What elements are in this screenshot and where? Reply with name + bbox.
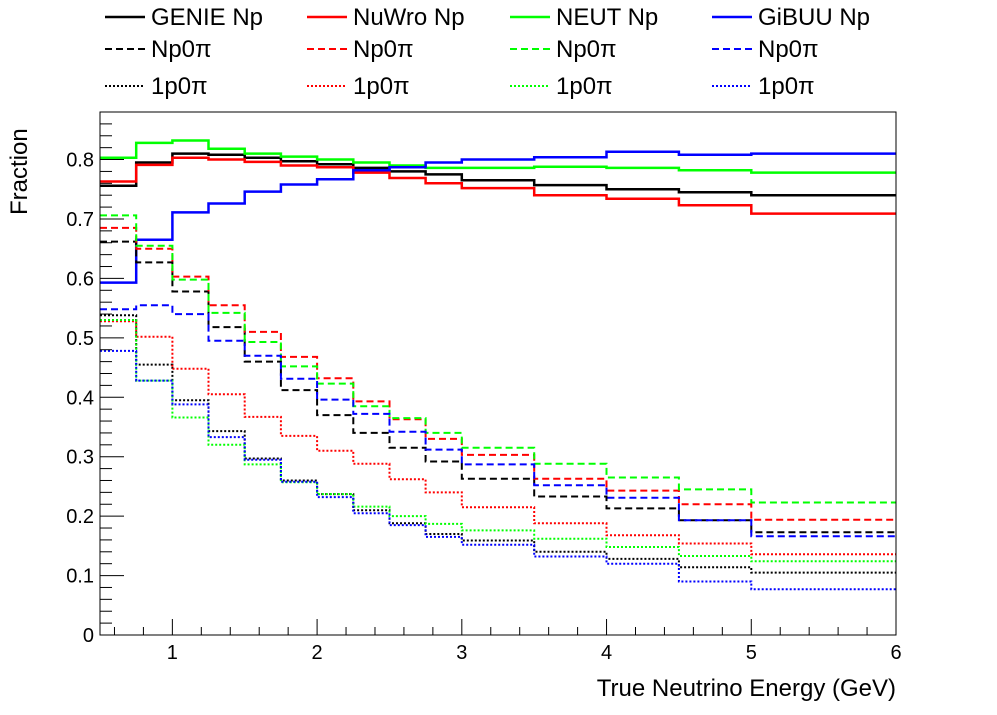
y-tick-label: 0 [83,625,94,647]
series-line-genie-np0--4 [100,240,896,534]
y-tick-label: 0.8 [66,150,94,172]
series-line-neut-np-2 [100,139,896,174]
legend-label: Np0π [556,36,617,63]
legend-label: GENIE Np [151,4,263,31]
legend-label: GiBUU Np [758,4,870,31]
legend-label: NuWro Np [353,4,465,31]
legend-label: 1p0π [556,73,613,100]
y-tick-label: 0.3 [66,447,94,469]
y-tick-label: 0.1 [66,566,94,588]
series-line-nuwro-np-1 [100,156,896,215]
x-tick-label: 2 [312,642,323,664]
series-line-gibuu-np0--7 [100,304,896,538]
legend: GENIE Np NuWro Np NEUT Np GiBUU Np Np0π Np0π N… [105,4,870,100]
series-line-gibuu-np-3 [100,150,896,284]
plot-frame [99,111,897,636]
x-tick-label: 6 [890,642,901,664]
y-axis-title: Fraction [6,128,33,215]
x-tick-label: 4 [601,642,612,664]
y-tick-label: 0.5 [66,328,94,350]
y-tick-label: 0.2 [66,506,94,528]
series-line-nuwro-1p0--9 [100,320,896,556]
y-tick-label: 0.7 [66,209,94,231]
legend-label: Np0π [353,36,414,63]
y-tick-label: 0.6 [66,268,94,290]
series-line-nuwro-np0--5 [100,226,896,521]
legend-label: 1p0π [151,73,208,100]
y-tick-label: 0.4 [66,387,94,409]
series-layer [100,139,896,591]
x-axis-title: True Neutrino Energy (GeV) [597,675,896,702]
series-line-neut-1p0--10 [100,319,896,563]
x-tick-label: 5 [746,642,757,664]
axes: 1 2 3 4 5 6 0 0.1 0.2 0.3 0.4 0.5 0.6 0.7 0.8 [66,123,902,664]
series-line-neut-np0--6 [100,214,896,504]
series-line-genie-np-0 [100,152,896,197]
legend-label: 1p0π [758,73,815,100]
series-line-gibuu-1p0--11 [100,349,896,591]
legend-label: 1p0π [353,73,410,100]
legend-label: NEUT Np [556,4,658,31]
x-tick-label: 1 [167,642,178,664]
x-tick-label: 3 [456,642,467,664]
legend-label: Np0π [758,36,819,63]
legend-label: Np0π [151,36,212,63]
